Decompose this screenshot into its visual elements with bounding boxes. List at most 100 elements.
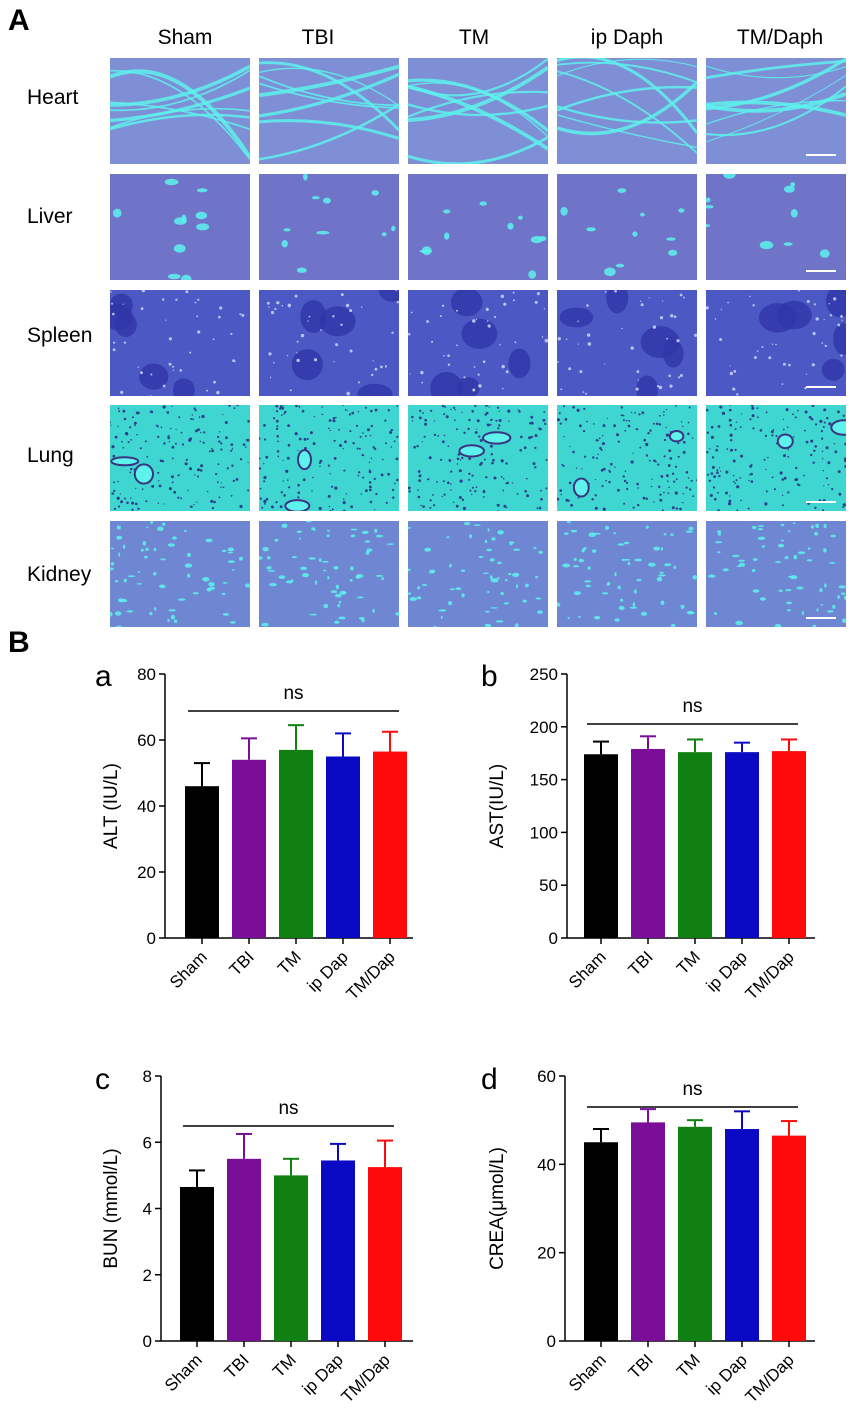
bar-ip-dap (321, 1160, 355, 1341)
column-header-tm-daph: TM/Daph (736, 26, 824, 49)
y-tick-label: 250 (530, 665, 558, 684)
row-label-liver: Liver (27, 205, 73, 228)
significance-label: ns (283, 683, 303, 704)
y-tick-label: 80 (137, 665, 156, 684)
histology-image-lung-2 (408, 405, 548, 511)
histology-image-kidney-3 (557, 521, 697, 627)
histology-image-spleen-1 (259, 290, 399, 396)
y-tick-label: 2 (143, 1266, 152, 1285)
panel-a-letter: A (8, 4, 30, 37)
y-tick-label: 100 (530, 823, 558, 842)
histology-image-liver-4 (706, 174, 846, 280)
y-tick-label: 20 (537, 1244, 556, 1263)
histology-image-kidney-1 (259, 521, 399, 627)
bar-tm (678, 752, 712, 938)
y-tick-label: 0 (143, 1332, 152, 1351)
bar-tbi (232, 759, 266, 938)
column-header-tbi: TBI (301, 26, 335, 49)
y-tick-label: 8 (143, 1067, 152, 1086)
y-tick-label: 150 (530, 771, 558, 790)
x-tick-label: Sham (565, 947, 610, 992)
histology-image-kidney-4 (706, 521, 846, 627)
y-tick-label: 20 (137, 863, 156, 882)
y-tick-label: 50 (539, 876, 558, 895)
x-tick-label: Sham (161, 1350, 206, 1395)
x-tick-label: TBI (226, 947, 258, 979)
bar-sham (180, 1186, 214, 1341)
scale-bar (806, 270, 836, 272)
row-label-lung: Lung (27, 444, 74, 467)
column-header-sham: Sham (157, 26, 213, 49)
y-tick-label: 200 (530, 718, 558, 737)
histology-image-heart-1 (259, 58, 399, 164)
histology-image-liver-1 (259, 174, 399, 280)
bar-tm (274, 1175, 308, 1341)
histology-image-liver-3 (557, 174, 697, 280)
y-tick-label: 60 (137, 731, 156, 750)
bar-sham (185, 786, 219, 938)
bar-ip-dap (725, 1129, 759, 1341)
y-tick-label: 60 (537, 1067, 556, 1086)
x-tick-label: TBI (221, 1350, 253, 1382)
x-tick-label: TM/Dap (742, 947, 798, 1003)
bar-tm-dap (368, 1167, 402, 1341)
significance-label: ns (682, 696, 702, 717)
y-axis-label: AST(IU/L) (487, 764, 508, 848)
panel-b-letter: B (8, 626, 30, 659)
significance-label: ns (278, 1098, 298, 1119)
histology-image-kidney-0 (110, 521, 250, 627)
bar-ip-dap (326, 756, 360, 938)
y-tick-label: 4 (143, 1200, 152, 1219)
column-header-tm: TM (458, 26, 490, 49)
y-axis-label: ALT (IU/L) (101, 763, 122, 849)
histology-image-lung-0 (110, 405, 250, 511)
histology-image-spleen-0 (110, 290, 250, 396)
y-tick-label: 0 (547, 1332, 556, 1351)
column-header-ip-daph: ip Daph (590, 26, 664, 49)
histology-image-spleen-3 (557, 290, 697, 396)
bar-tbi (631, 1122, 665, 1341)
y-tick-label: 0 (147, 929, 156, 948)
y-axis-label: CREA(μmol/L) (487, 1147, 508, 1270)
bar-sham (584, 754, 618, 938)
histology-image-lung-4 (706, 405, 846, 511)
histology-image-heart-0 (110, 58, 250, 164)
x-tick-label: TBI (625, 947, 657, 979)
x-tick-label: TBI (625, 1350, 657, 1382)
bar-tm-dap (772, 751, 806, 938)
subpanel-letter-d: d (481, 1063, 498, 1096)
row-label-heart: Heart (27, 86, 79, 109)
subpanel-letter-c: c (95, 1063, 110, 1096)
x-tick-label: Sham (166, 947, 211, 992)
x-tick-label: TM (274, 947, 305, 978)
histology-image-liver-2 (408, 174, 548, 280)
histology-image-lung-3 (557, 405, 697, 511)
histology-image-kidney-2 (408, 521, 548, 627)
x-tick-label: TM/Dap (742, 1350, 798, 1406)
y-tick-label: 0 (549, 929, 558, 948)
subpanel-letter-b: b (481, 660, 498, 693)
scale-bar (806, 154, 836, 156)
histology-image-heart-2 (408, 58, 548, 164)
bar-tbi (631, 748, 665, 938)
histology-image-heart-4 (706, 58, 846, 164)
subpanel-letter-a: a (95, 660, 112, 693)
x-tick-label: Sham (565, 1350, 610, 1395)
x-tick-label: TM (673, 947, 704, 978)
bar-tbi (227, 1158, 261, 1341)
bar-sham (584, 1142, 618, 1341)
bar-tm (279, 749, 313, 938)
x-tick-label: TM/Dap (338, 1350, 394, 1406)
row-label-spleen: Spleen (27, 324, 93, 347)
row-label-kidney: Kidney (27, 563, 92, 586)
scale-bar (806, 386, 836, 388)
y-tick-label: 6 (143, 1133, 152, 1152)
bar-tm-dap (772, 1135, 806, 1341)
y-axis-label: BUN (mmol/L) (101, 1148, 122, 1268)
histology-image-spleen-4 (706, 290, 846, 396)
x-tick-label: TM (673, 1350, 704, 1381)
histology-image-spleen-2 (408, 290, 548, 396)
